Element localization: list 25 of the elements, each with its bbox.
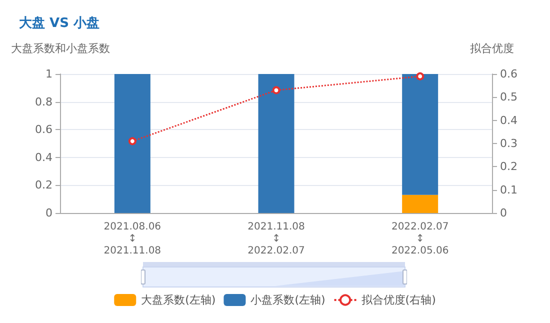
y-tick-label: 0.4 — [35, 150, 52, 164]
chart-title: 大盘 VS 小盘 — [19, 16, 100, 31]
y2-tick-label: 0.6 — [500, 68, 518, 80]
legend-label: 小盘系数(左轴) — [250, 294, 326, 306]
point — [128, 137, 136, 146]
y2-tick-label: 0.4 — [500, 114, 518, 127]
y-tick-label: 0 — [46, 206, 52, 220]
legend-label: 拟合优度(右轴) — [361, 294, 436, 306]
point — [416, 72, 424, 80]
y2-tick-label: 0.1 — [500, 183, 518, 196]
y-axis-title: 大盘系数和小盘系数 — [11, 42, 110, 55]
y-tick-label: 1 — [46, 68, 52, 80]
y-tick-label: 0.6 — [35, 123, 52, 136]
y2-tick-label: 0 — [500, 206, 507, 220]
x-tick-label: 2021.11.08 ↕ 2022.02.07 — [248, 222, 305, 256]
legend-label: 大盘系数(左轴) — [141, 294, 216, 306]
y-tick-label: 0.2 — [35, 178, 52, 192]
y2-tick-label: 0.2 — [500, 160, 518, 174]
y2-tick-label: 0.5 — [500, 90, 518, 104]
y-tick-label: 0.8 — [35, 95, 52, 108]
y2-axis-title: 拟合优度 — [470, 42, 514, 55]
y2-tick-label: 0.3 — [500, 137, 518, 150]
x-tick-label: 2021.08.06 ↕ 2021.11.08 — [104, 222, 162, 256]
point — [272, 86, 280, 94]
x-tick-label: 2022.02.07 ↕ 2022.05.06 — [391, 222, 449, 256]
